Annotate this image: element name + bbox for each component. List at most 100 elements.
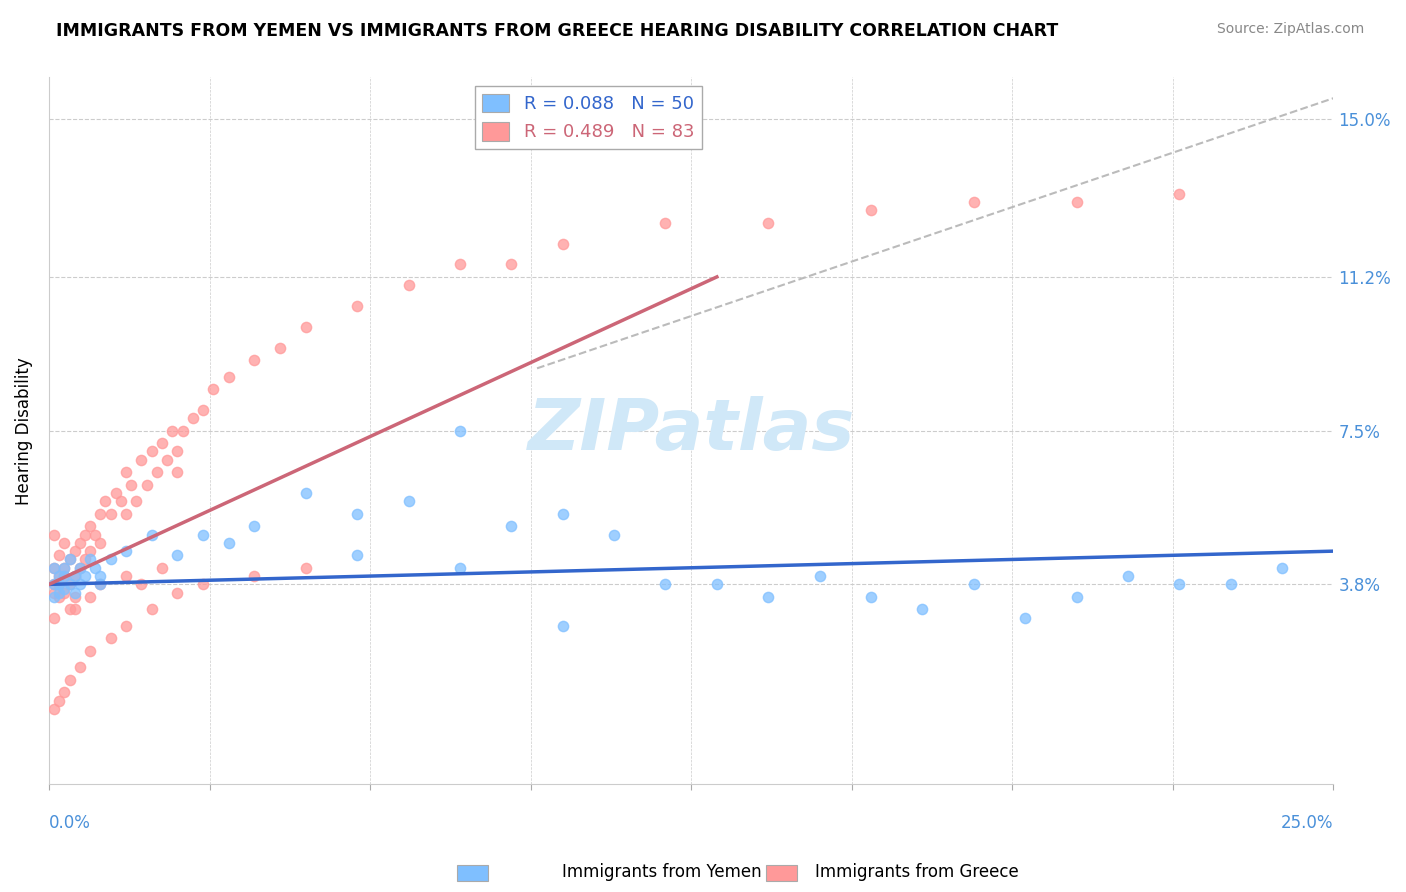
Point [295, 319, 318, 334]
Point [131, 452, 153, 467]
Point [53, 569, 76, 583]
Point [191, 577, 214, 591]
Point [58, 577, 80, 591]
Point [243, 353, 266, 368]
Point [63, 590, 86, 604]
Legend: R = 0.088   N = 50, R = 0.489   N = 83: R = 0.088 N = 50, R = 0.489 N = 83 [475, 87, 702, 149]
Point [963, 577, 986, 591]
Point [73, 527, 96, 541]
Point [63, 585, 86, 599]
Point [48, 569, 70, 583]
Point [218, 369, 240, 384]
Point [69, 536, 91, 550]
Point [218, 536, 240, 550]
Point [53, 561, 76, 575]
Point [89, 577, 111, 591]
Point [1168, 186, 1191, 201]
Point [63, 544, 86, 558]
Text: ZIPatlas: ZIPatlas [527, 396, 855, 465]
Point [141, 527, 163, 541]
Point [63, 602, 86, 616]
Point [53, 536, 76, 550]
Point [42, 590, 65, 604]
Point [1066, 195, 1088, 210]
Point [603, 527, 626, 541]
Point [141, 602, 163, 616]
Point [1066, 590, 1088, 604]
Point [53, 582, 76, 596]
Point [42, 577, 65, 591]
Point [48, 577, 70, 591]
Point [115, 465, 138, 479]
Point [150, 436, 173, 450]
Text: Immigrants from Yemen: Immigrants from Yemen [562, 863, 762, 881]
Point [53, 569, 76, 583]
Point [69, 561, 91, 575]
Point [398, 278, 420, 293]
Point [346, 549, 368, 563]
Point [146, 465, 169, 479]
Point [58, 602, 80, 616]
Point [89, 577, 111, 591]
Point [73, 552, 96, 566]
Point [172, 424, 194, 438]
Text: 25.0%: 25.0% [1281, 814, 1333, 832]
Point [551, 619, 574, 633]
Point [58, 552, 80, 566]
Point [53, 585, 76, 599]
Point [346, 507, 368, 521]
Point [449, 257, 471, 271]
Point [42, 702, 65, 716]
Point [156, 452, 179, 467]
Point [48, 569, 70, 583]
Point [58, 673, 80, 687]
Point [150, 561, 173, 575]
Point [859, 203, 882, 218]
Point [63, 569, 86, 583]
Text: IMMIGRANTS FROM YEMEN VS IMMIGRANTS FROM GREECE HEARING DISABILITY CORRELATION C: IMMIGRANTS FROM YEMEN VS IMMIGRANTS FROM… [56, 22, 1059, 40]
Point [89, 536, 111, 550]
Point [58, 552, 80, 566]
Point [191, 402, 214, 417]
Point [89, 507, 111, 521]
Point [79, 519, 101, 533]
Point [501, 257, 523, 271]
Point [141, 444, 163, 458]
Point [115, 619, 138, 633]
Point [94, 494, 117, 508]
Point [73, 569, 96, 583]
Point [166, 585, 188, 599]
Point [115, 507, 138, 521]
Point [191, 527, 214, 541]
Point [104, 486, 127, 500]
Point [911, 602, 934, 616]
Y-axis label: Hearing Disability: Hearing Disability [15, 357, 32, 505]
Point [63, 569, 86, 583]
Point [79, 552, 101, 566]
Point [100, 632, 122, 646]
Point [42, 561, 65, 575]
Point [100, 507, 122, 521]
Point [1271, 561, 1294, 575]
Point [808, 569, 831, 583]
Point [115, 569, 138, 583]
Point [48, 549, 70, 563]
Point [1219, 577, 1241, 591]
Point [69, 660, 91, 674]
Point [243, 569, 266, 583]
Point [84, 561, 107, 575]
Point [181, 411, 204, 425]
Point [131, 577, 153, 591]
Point [551, 236, 574, 251]
Point [166, 465, 188, 479]
Point [120, 477, 142, 491]
Point [166, 549, 188, 563]
Point [53, 685, 76, 699]
Point [1168, 577, 1191, 591]
Point [706, 577, 728, 591]
Point [110, 494, 132, 508]
Point [243, 519, 266, 533]
Point [48, 577, 70, 591]
Point [48, 590, 70, 604]
Point [756, 590, 779, 604]
